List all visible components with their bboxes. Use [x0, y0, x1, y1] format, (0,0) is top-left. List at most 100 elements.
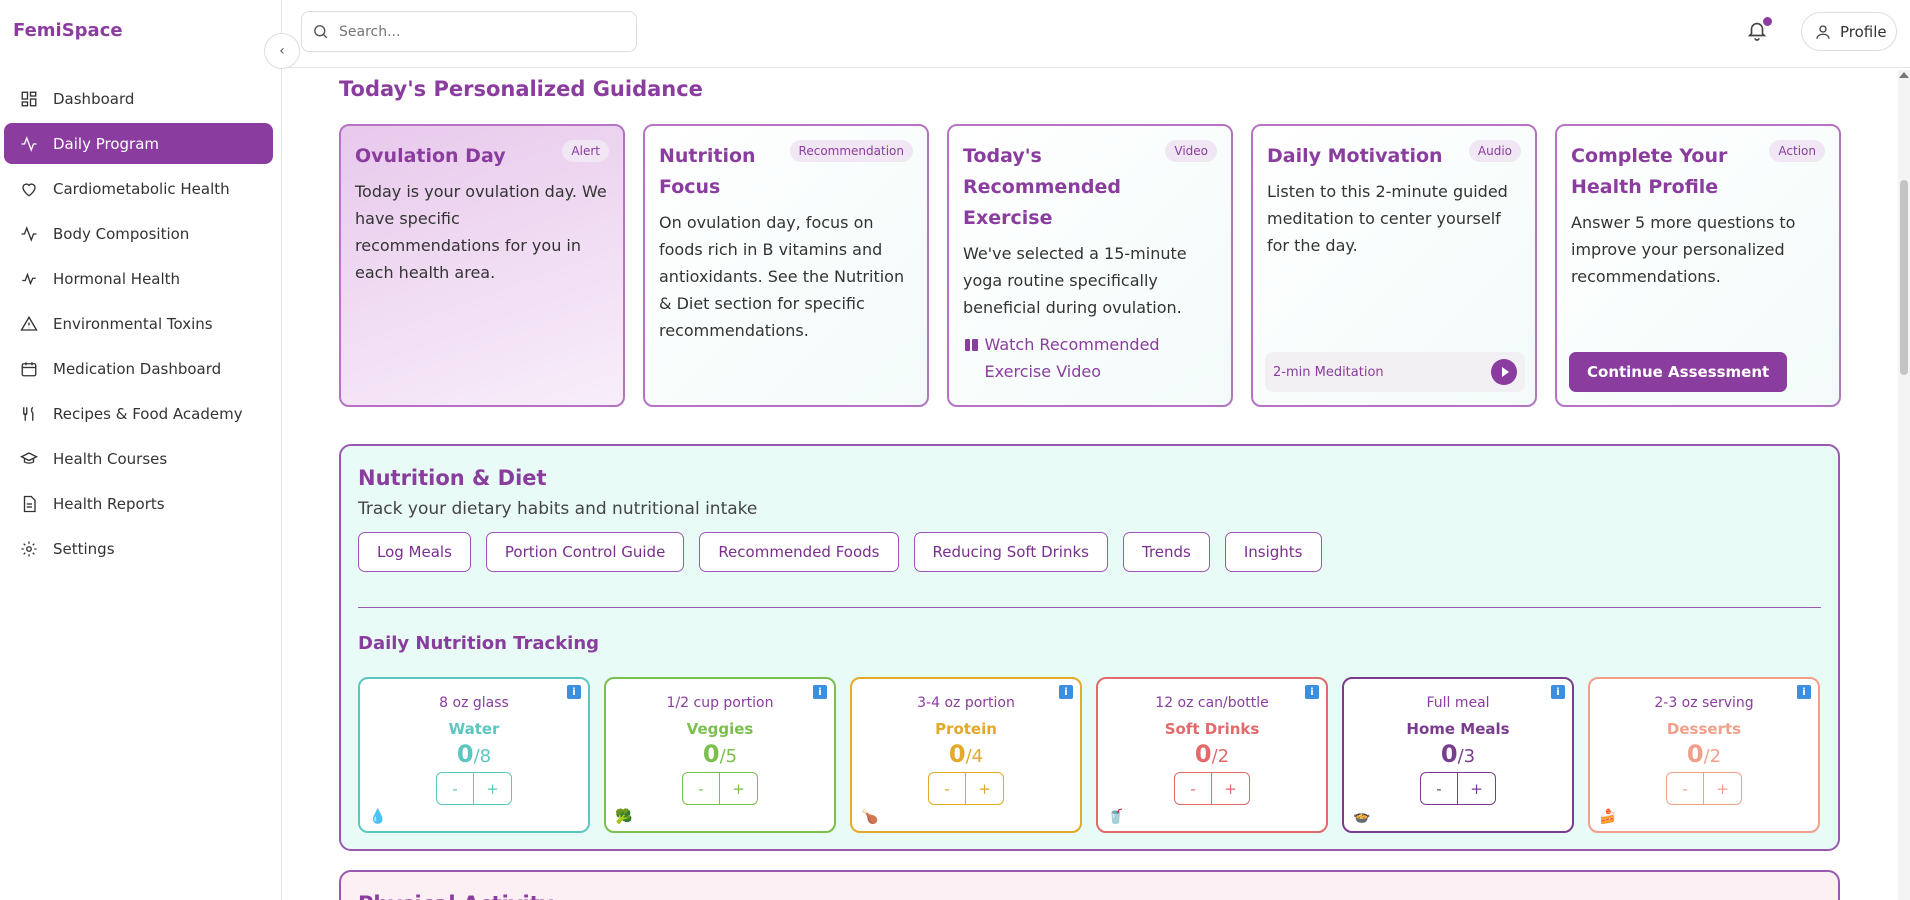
- sidebar-item-daily-program[interactable]: Daily Program: [4, 123, 273, 164]
- warning-icon: [18, 313, 40, 335]
- notification-dot: [1763, 17, 1772, 26]
- decrement-button[interactable]: -: [1666, 772, 1704, 805]
- scrollbar-thumb[interactable]: [1900, 180, 1908, 375]
- tracker-count-value: 0: [456, 740, 474, 768]
- guidance-card-health-profile[interactable]: Complete Your Health Profile Action Answ…: [1555, 124, 1841, 407]
- search-box[interactable]: [301, 11, 637, 52]
- tab-recommended-foods[interactable]: Recommended Foods: [699, 532, 899, 572]
- card-tag: Audio: [1468, 140, 1521, 162]
- scroll-up-icon[interactable]: [1899, 72, 1909, 78]
- tracker-count-value: 0: [948, 740, 966, 768]
- decrement-button[interactable]: -: [436, 772, 474, 805]
- card-title: Daily Motivation: [1267, 145, 1443, 167]
- decrement-button[interactable]: -: [682, 772, 720, 805]
- increment-button[interactable]: +: [720, 772, 758, 805]
- audio-label: 2-min Meditation: [1273, 364, 1384, 380]
- decrement-button[interactable]: -: [928, 772, 966, 805]
- sidebar-item-dashboard[interactable]: Dashboard: [4, 78, 273, 119]
- tracker-stepper: - +: [360, 772, 588, 805]
- soda-cup-icon: 🥤: [1107, 809, 1125, 825]
- guidance-card-motivation[interactable]: Daily Motivation Audio Listen to this 2-…: [1251, 124, 1537, 407]
- info-icon[interactable]: i: [1305, 685, 1319, 699]
- search-input[interactable]: [339, 23, 619, 40]
- tracker-goal: /5: [719, 746, 738, 767]
- graduation-cap-icon: [18, 448, 40, 470]
- decrement-button[interactable]: -: [1420, 772, 1458, 805]
- increment-button[interactable]: +: [1704, 772, 1742, 805]
- tracker-goal: /8: [473, 746, 492, 767]
- tab-reducing-soft-drinks[interactable]: Reducing Soft Drinks: [913, 532, 1108, 572]
- sidebar-item-label: Dashboard: [53, 89, 135, 108]
- sidebar-item-cardiometabolic-health[interactable]: Cardiometabolic Health: [4, 168, 273, 209]
- sidebar-item-body-composition[interactable]: Body Composition: [4, 213, 273, 254]
- tracker-goal: /2: [1211, 746, 1230, 767]
- profile-button[interactable]: Profile: [1801, 12, 1897, 51]
- chevron-left-icon: ‹: [279, 43, 285, 59]
- video-icon: [965, 339, 978, 351]
- increment-button[interactable]: +: [966, 772, 1004, 805]
- continue-assessment-button[interactable]: Continue Assessment: [1569, 352, 1788, 392]
- info-icon[interactable]: i: [1797, 685, 1811, 699]
- tracker-stepper: - +: [1098, 772, 1326, 805]
- info-icon[interactable]: i: [813, 685, 827, 699]
- sidebar-item-health-courses[interactable]: Health Courses: [4, 438, 273, 479]
- audio-player[interactable]: 2-min Meditation: [1265, 352, 1525, 392]
- tab-portion-control-guide[interactable]: Portion Control Guide: [485, 532, 685, 572]
- search-icon: [314, 25, 328, 39]
- droplet-icon: 💧: [369, 809, 387, 825]
- card-tag: Recommendation: [789, 140, 913, 162]
- nutrition-subtitle: Track your dietary habits and nutritiona…: [358, 499, 758, 519]
- cake-icon: 🍰: [1599, 809, 1617, 825]
- sidebar-item-hormonal-health[interactable]: Hormonal Health: [4, 258, 273, 299]
- info-icon[interactable]: i: [1059, 685, 1073, 699]
- brand-logo[interactable]: FemiSpace: [13, 20, 123, 41]
- sidebar-item-recipes-food-academy[interactable]: Recipes & Food Academy: [4, 393, 273, 434]
- tracker-count: 0/4: [852, 740, 1080, 768]
- tab-log-meals[interactable]: Log Meals: [358, 532, 471, 572]
- play-button[interactable]: [1491, 359, 1517, 385]
- sidebar-item-health-reports[interactable]: Health Reports: [4, 483, 273, 524]
- tracker-portion: Full meal: [1426, 695, 1490, 711]
- card-text: Listen to this 2-minute guided meditatio…: [1267, 182, 1508, 255]
- nutrition-title: Nutrition & Diet: [358, 466, 547, 490]
- notifications-button[interactable]: [1746, 17, 1772, 45]
- collapse-sidebar-button[interactable]: ‹: [264, 33, 300, 69]
- profile-label: Profile: [1840, 22, 1887, 41]
- sidebar-item-label: Environmental Toxins: [53, 314, 213, 333]
- tracker-count: 0/2: [1590, 740, 1818, 768]
- sidebar-item-environmental-toxins[interactable]: Environmental Toxins: [4, 303, 273, 344]
- tracker-card-home-meals: i Full meal Home Meals 0/3 - + 🍲: [1342, 677, 1574, 833]
- tracker-portion: 1/2 cup portion: [666, 695, 774, 711]
- top-header: Profile: [283, 0, 1910, 68]
- increment-button[interactable]: +: [1212, 772, 1250, 805]
- guidance-card-exercise[interactable]: Today's Recommended Exercise Video We've…: [947, 124, 1233, 407]
- watch-video-link[interactable]: Watch Recommended Exercise Video: [963, 331, 1217, 385]
- gear-icon: [18, 538, 40, 560]
- sidebar-item-medication-dashboard[interactable]: Medication Dashboard: [4, 348, 273, 389]
- increment-button[interactable]: +: [474, 772, 512, 805]
- info-icon[interactable]: i: [1551, 685, 1565, 699]
- tracker-portion: 8 oz glass: [439, 695, 509, 711]
- tab-insights[interactable]: Insights: [1224, 532, 1322, 572]
- tracker-card-protein: i 3-4 oz portion Protein 0/4 - + 🍗: [850, 677, 1082, 833]
- scrollbar[interactable]: [1898, 70, 1910, 900]
- tab-trends[interactable]: Trends: [1122, 532, 1210, 572]
- increment-button[interactable]: +: [1458, 772, 1496, 805]
- calendar-icon: [18, 358, 40, 380]
- tracker-card-desserts: i 2-3 oz serving Desserts 0/2 - + 🍰: [1588, 677, 1820, 833]
- decrement-button[interactable]: -: [1174, 772, 1212, 805]
- card-text: We've selected a 15-minute yoga routine …: [963, 244, 1187, 317]
- tracker-count-value: 0: [1194, 740, 1212, 768]
- guidance-card-nutrition[interactable]: Nutrition Focus Recommendation On ovulat…: [643, 124, 929, 407]
- activity-icon: [18, 223, 40, 245]
- sidebar-item-label: Body Composition: [53, 224, 190, 243]
- sidebar-item-label: Hormonal Health: [53, 269, 181, 288]
- divider: [358, 607, 1821, 608]
- sidebar-item-settings[interactable]: Settings: [4, 528, 273, 569]
- guidance-card-ovulation[interactable]: Ovulation Day Alert Today is your ovulat…: [339, 124, 625, 407]
- tracker-count: 0/2: [1098, 740, 1326, 768]
- info-icon[interactable]: i: [567, 685, 581, 699]
- bell-icon: [1747, 22, 1767, 41]
- sidebar-item-label: Daily Program: [53, 134, 160, 153]
- tracker-count-value: 0: [1440, 740, 1458, 768]
